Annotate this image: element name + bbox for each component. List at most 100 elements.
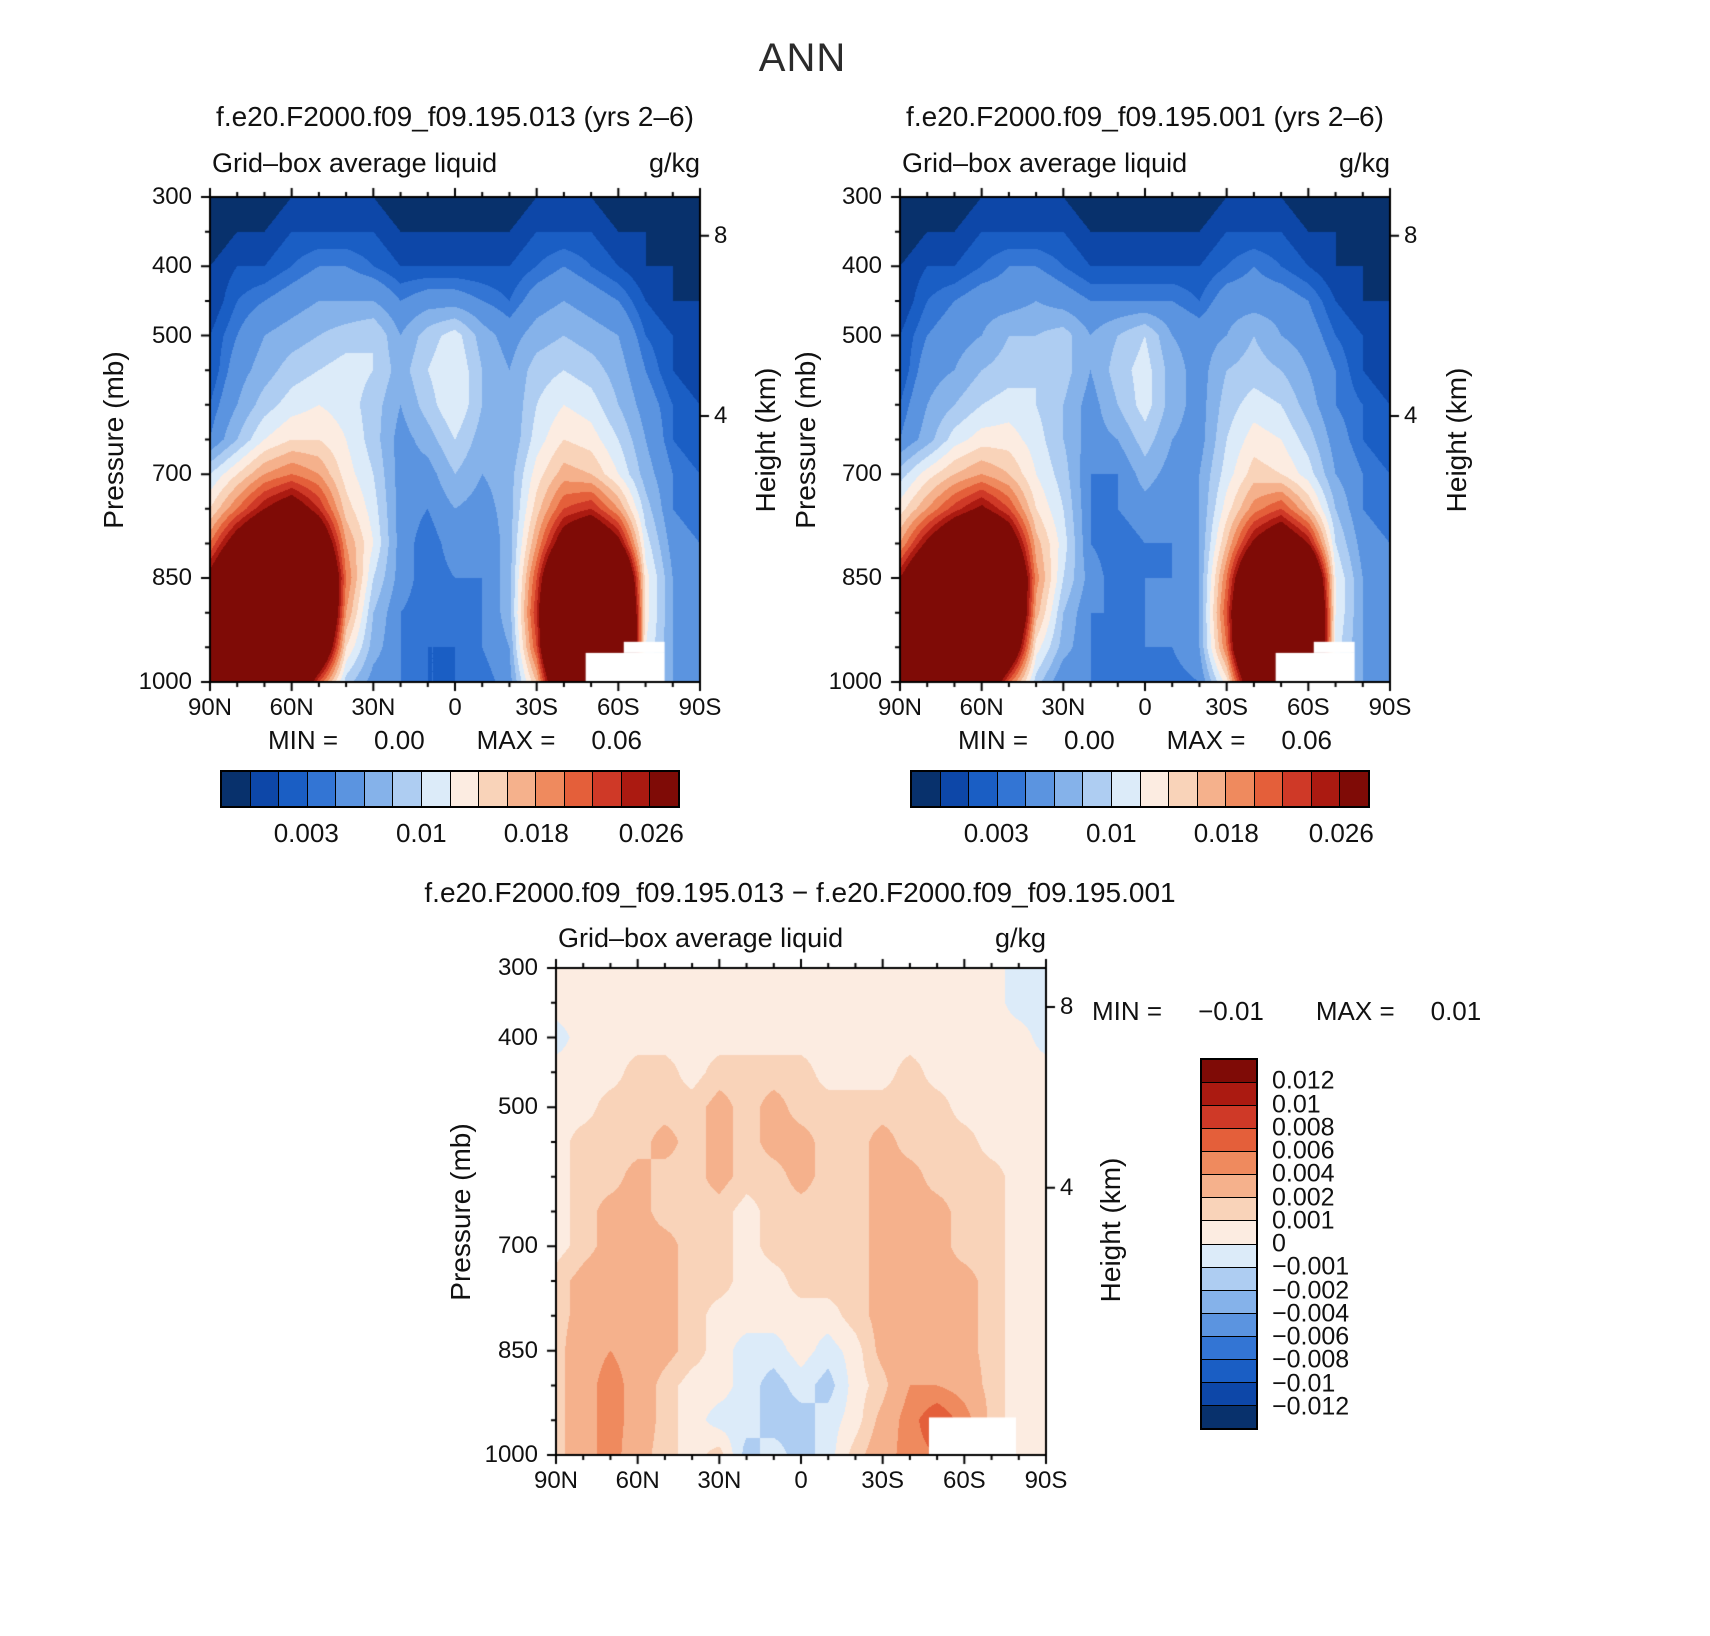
colorbar-cell [363, 772, 393, 806]
colorbar-cell [1202, 1174, 1256, 1198]
colorbar-tick-label: 0.008 [1272, 1113, 1335, 1142]
colorbar-cell [1202, 1105, 1256, 1129]
height-axis-label: Height (km) [1441, 367, 1472, 513]
colorbar-tick-label: 0.002 [1272, 1183, 1335, 1211]
colorbar-cell [449, 772, 479, 806]
colorbar-cell [1202, 1197, 1256, 1221]
minmax-readout: MIN = 0.00 MAX = 0.06 [210, 725, 700, 756]
colorbar-cell [392, 772, 421, 806]
height-tick-label: 4 [1060, 1173, 1074, 1201]
colorbar-cell [912, 772, 940, 806]
panel-title: f.e20.F2000.f09_f09.195.013 − f.e20.F200… [424, 877, 1176, 908]
pressure-tick-label: 700 [497, 1232, 538, 1260]
pressure-tick-label: 300 [151, 183, 192, 210]
x-tick-label: 90N [533, 1467, 579, 1494]
pressure-axis-label: Pressure (mb) [98, 351, 129, 529]
colorbar-tick-label: 0.026 [618, 818, 684, 848]
figure-season-title: ANN [758, 36, 847, 80]
field-label: Grid–box average liquid [212, 148, 498, 178]
units-label: g/kg [1338, 148, 1390, 178]
colorbar-cell [620, 772, 650, 806]
x-tick-label: 30S [515, 694, 559, 721]
pressure-tick-label: 300 [497, 954, 538, 981]
colorbar-cell [1202, 1358, 1256, 1382]
colorbar-tick-label: −0.002 [1272, 1276, 1350, 1304]
x-tick-label: 90S [1368, 694, 1412, 721]
colorbar-cell [1202, 1312, 1256, 1336]
max-value: 0.06 [591, 725, 643, 755]
colorbar-cell [996, 772, 1026, 806]
x-tick-label: 60N [959, 694, 1004, 721]
colorbar-cell [1196, 772, 1226, 806]
colorbar [910, 770, 1370, 808]
pressure-tick-label: 500 [497, 1093, 538, 1121]
colorbar-cell [278, 772, 307, 806]
max-label: MAX = [476, 725, 556, 755]
colorbar-cell [1202, 1404, 1256, 1428]
pressure-tick-label: 400 [151, 252, 192, 280]
pressure-tick-label: 1000 [484, 1441, 538, 1468]
x-tick-label: 90S [1024, 1467, 1068, 1494]
colorbar-cell [592, 772, 621, 806]
colorbar-tick-label: 0.026 [1308, 818, 1374, 848]
colorbar-tick-label: −0.004 [1272, 1299, 1350, 1328]
colorbar-tick-label: 0.01 [395, 818, 447, 848]
height-tick-label: 4 [714, 401, 728, 429]
pressure-tick-label: 850 [497, 1336, 538, 1364]
colorbar-tick-label: 0.003 [963, 818, 1029, 848]
colorbar-cell [1253, 772, 1283, 806]
colorbar-cell [1339, 772, 1368, 806]
colorbar-tick-label: −0.001 [1272, 1252, 1350, 1281]
colorbar-cell [1082, 772, 1111, 806]
x-tick-label: 0 [794, 1467, 808, 1494]
minmax-readout: MIN = 0.00 MAX = 0.06 [900, 725, 1390, 756]
colorbar-tick-label: 0.003 [273, 818, 339, 848]
max-label: MAX = [1315, 996, 1395, 1026]
max-value: 0.01 [1430, 996, 1482, 1026]
colorbar-cell [1202, 1381, 1256, 1405]
x-tick-label: 60S [942, 1467, 986, 1494]
colorbar-cell [1202, 1220, 1256, 1244]
colorbar-cell [1225, 772, 1254, 806]
max-value: 0.06 [1281, 725, 1333, 755]
colorbar-cell [1110, 772, 1140, 806]
units-label: g/kg [994, 923, 1046, 953]
height-axis-label: Height (km) [1095, 1157, 1126, 1303]
x-tick-label: 60S [1286, 694, 1330, 721]
colorbar-cell [939, 772, 969, 806]
colorbar-cell [1202, 1151, 1256, 1175]
field-label: Grid–box average liquid [902, 148, 1188, 178]
pressure-tick-label: 500 [151, 321, 192, 349]
pressure-tick-label: 1000 [828, 668, 882, 695]
colorbar-cell [1310, 772, 1340, 806]
colorbar-cell [563, 772, 593, 806]
x-tick-label: 60S [596, 694, 640, 721]
x-tick-label: 30N [697, 1467, 742, 1494]
pressure-tick-label: 400 [841, 252, 882, 280]
colorbar-cell [306, 772, 336, 806]
min-value: 0.00 [1064, 725, 1115, 755]
colorbar-cell [1202, 1289, 1256, 1313]
contour-plot-run2 [886, 183, 1404, 696]
colorbar-tick-label: 0.006 [1272, 1136, 1335, 1165]
max-label: MAX = [1166, 725, 1246, 755]
colorbar-cell [649, 772, 678, 806]
pressure-axis-label: Pressure (mb) [790, 351, 821, 529]
contour-plot-run1 [196, 183, 714, 696]
colorbar-tick-label: 0.004 [1272, 1159, 1335, 1188]
field-label: Grid–box average liquid [558, 923, 844, 953]
minmax-readout: MIN = −0.01 MAX = 0.01 [1092, 996, 1481, 1027]
pressure-tick-label: 850 [841, 564, 882, 592]
min-label: MIN = [267, 725, 339, 755]
colorbar-cell [1202, 1128, 1256, 1152]
units-label: g/kg [648, 148, 700, 178]
x-tick-label: 30S [1205, 694, 1249, 721]
height-tick-label: 4 [1404, 401, 1418, 429]
colorbar [220, 770, 680, 808]
min-value: −0.01 [1198, 996, 1264, 1026]
contour-plot-difference [542, 954, 1060, 1469]
